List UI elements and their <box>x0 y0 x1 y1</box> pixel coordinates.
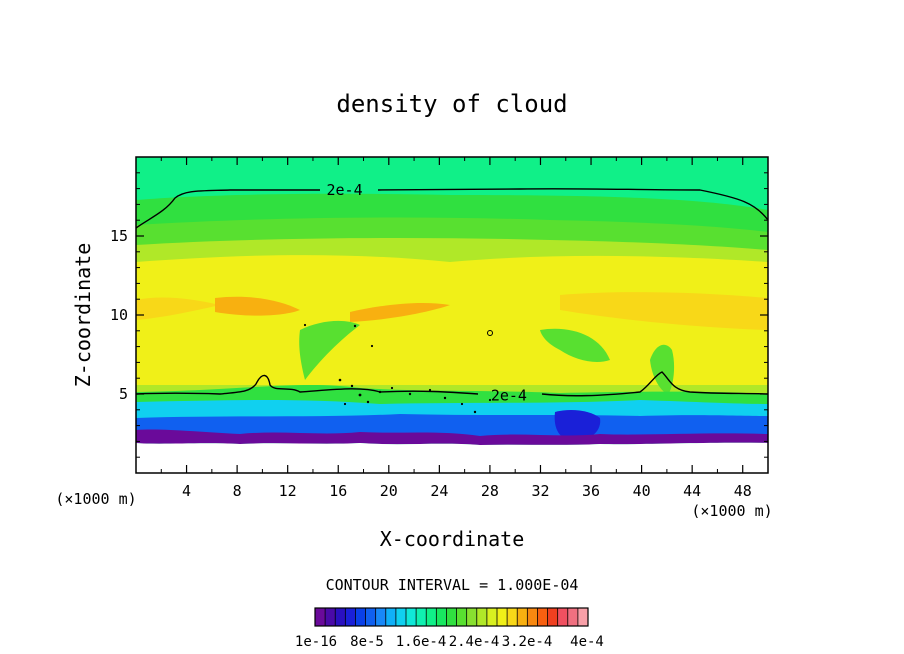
colorbar-swatch <box>517 608 528 626</box>
contour-label: 2e-4 <box>326 181 362 199</box>
y-tick-label: 10 <box>110 306 128 324</box>
colorbar-swatch <box>375 608 387 626</box>
colorbar-swatch <box>507 608 518 626</box>
colorbar <box>314 607 589 627</box>
y-tick-label: 15 <box>110 227 128 245</box>
colorbar-label: 2.4e-4 <box>449 634 500 650</box>
y-axis-label: Z-coordinate <box>71 243 95 388</box>
contour-line-upper <box>136 188 768 229</box>
colorbar-swatch <box>355 608 367 626</box>
x-tick-label: 36 <box>582 482 600 500</box>
colorbar-swatch <box>365 608 377 626</box>
x-tick-label: 28 <box>481 482 499 500</box>
x-tick-label: 32 <box>531 482 549 500</box>
colorbar-label: 1e-16 <box>295 634 337 650</box>
layer-purple <box>136 429 768 445</box>
white-region-below-cloud <box>136 442 768 473</box>
colorbar-labels: 1e-16 8e-5 1.6e-4 2.4e-4 3.2e-4 4e-4 <box>295 634 604 650</box>
x-tick-label: 8 <box>233 482 242 500</box>
green-plume <box>650 344 675 395</box>
colorbar-swatch <box>557 608 569 626</box>
colorbar-frame <box>314 607 589 627</box>
green-swirl-right <box>540 328 610 362</box>
colorbar-swatch <box>476 608 488 626</box>
x-unit-left: (×1000 m) <box>55 490 136 508</box>
x-tick-label: 44 <box>683 482 701 500</box>
colorbar-swatch <box>446 608 458 626</box>
colorbar-swatch <box>497 608 508 626</box>
x-axis-label: X-coordinate <box>380 527 525 551</box>
green-swirl-left <box>299 320 360 380</box>
contour-label-group: 2e-4 2e-4 <box>326 181 526 404</box>
x-tick-label: 20 <box>380 482 398 500</box>
x-tick-label: 4 <box>182 482 191 500</box>
colorbar-swatch <box>466 608 478 626</box>
colorbar-swatch <box>537 608 549 626</box>
layer-orange-yellow <box>136 292 768 330</box>
colorbar-swatch <box>385 608 397 626</box>
y-axis: 5 10 15 <box>110 172 768 458</box>
colorbar-swatch <box>486 608 498 626</box>
orange-streak-left <box>215 296 300 316</box>
colorbar-label: 8e-5 <box>350 634 384 650</box>
orange-streak-mid <box>350 302 450 322</box>
y-tick-label: 5 <box>119 385 128 403</box>
colorbar-swatch <box>577 608 589 626</box>
x-tick-label: 12 <box>279 482 297 500</box>
contour-label: 2e-4 <box>491 387 527 405</box>
colorbar-swatch <box>325 608 336 626</box>
blue-blob <box>554 410 601 442</box>
colorbar-swatch <box>335 608 346 626</box>
contour-interval-text: CONTOUR INTERVAL = 1.000E-04 <box>326 576 579 594</box>
colorbar-swatch <box>547 608 559 626</box>
layer-yellow <box>136 255 768 385</box>
contour-speckles <box>303 323 493 414</box>
x-tick-label: 16 <box>329 482 347 500</box>
colorbar-label: 1.6e-4 <box>396 634 447 650</box>
x-axis: 4 8 12 16 20 24 28 32 36 40 44 48 <box>160 157 769 500</box>
colorbar-label: 3.2e-4 <box>502 634 553 650</box>
colorbar-swatch <box>436 608 447 626</box>
chart-title: density of cloud <box>336 90 567 118</box>
colorbar-swatch <box>406 608 417 626</box>
x-tick-label: 48 <box>734 482 752 500</box>
density-field <box>136 157 768 473</box>
colorbar-swatch <box>395 608 407 626</box>
colorbar-swatch <box>456 608 468 626</box>
x-tick-label: 40 <box>633 482 651 500</box>
colorbar-swatch <box>567 608 579 626</box>
colorbar-swatch <box>426 608 437 626</box>
colorbar-swatch <box>416 608 427 626</box>
colorbar-swatch <box>527 608 538 626</box>
x-tick-label: 24 <box>430 482 448 500</box>
colorbar-swatch <box>345 608 356 626</box>
x-unit-right: (×1000 m) <box>691 502 772 520</box>
colorbar-swatch <box>315 608 326 626</box>
colorbar-label: 4e-4 <box>570 634 604 650</box>
